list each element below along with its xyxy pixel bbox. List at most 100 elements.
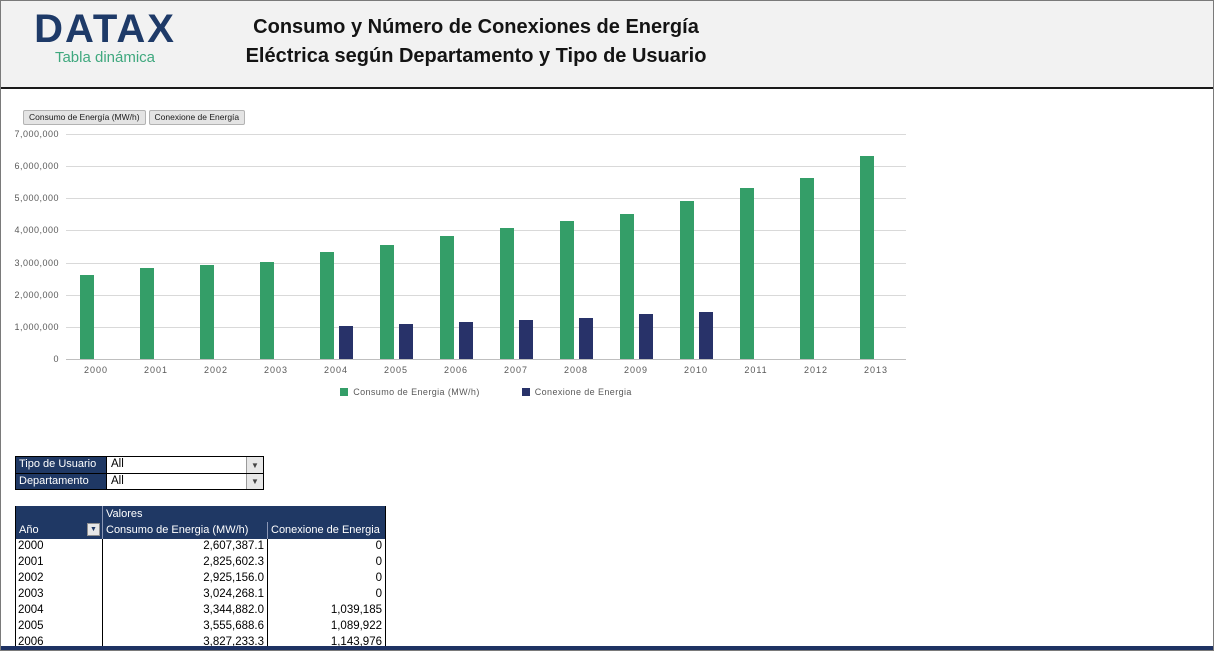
pivot-header-year-label: Año (19, 524, 39, 536)
filter-label: Tipo de Usuario (16, 457, 106, 473)
gridline (66, 134, 906, 135)
bar-group-2004 (306, 134, 366, 359)
cell-year: 2001 (18, 556, 44, 568)
consumo-bar-2008 (559, 220, 574, 359)
x-axis-label-2009: 2009 (623, 365, 649, 375)
pivot-header-year: ▼ Año (16, 522, 102, 539)
legend-item-conexione: Conexione de Energia (521, 387, 632, 397)
cell-conexione: 0 (267, 555, 385, 571)
bar-group-2010 (666, 134, 726, 359)
bottom-bar (1, 646, 1213, 650)
table-row-2002: 2002 2,925,156.0 0 (16, 571, 385, 587)
logo-subtitle: Tabla dinámica (54, 49, 156, 66)
cell-conexione: 1,089,922 (267, 619, 385, 635)
cell-year: 2003 (18, 588, 44, 600)
x-axis-label-2005: 2005 (383, 365, 409, 375)
bar-group-2008 (546, 134, 606, 359)
consumo-bar-2001 (139, 268, 154, 359)
gridline (66, 230, 906, 232)
consumo-bar-2002 (199, 264, 214, 359)
cell-year: 2006 (18, 636, 44, 648)
conexione-bar-2005 (398, 323, 413, 359)
pivot-table-body: 2000 2,607,387.1 0 2001 2,825,602.3 0 2002 2,92… (16, 539, 385, 650)
x-axis-label-2013: 2013 (863, 365, 889, 375)
legend-label: Consumo de Energia (MW/h) (353, 387, 480, 397)
x-axis-label-2004: 2004 (323, 365, 349, 375)
cell-consumo: 3,024,268.1 (102, 587, 267, 603)
consumo-bar-2012 (799, 177, 814, 359)
y-axis-tick-label: 3,000,000 (14, 257, 59, 268)
x-axis-labels: 2000 2001 2002 2003 2004 2005 2006 2007 2008 2009… (66, 365, 906, 375)
cell-consumo: 3,827,233.3 (102, 635, 267, 650)
bar-group-2012 (786, 134, 846, 359)
x-axis-label-2000: 2000 (83, 365, 109, 375)
y-axis-tick-label: 7,000,000 (14, 129, 59, 139)
y-axis-tick-label: 0 (53, 354, 59, 364)
chart-field-button-conexione[interactable]: Conexione de Energía (148, 110, 246, 125)
table-row-2005: 2005 3,555,688.6 1,089,922 (16, 619, 385, 635)
table-row-2000: 2000 2,607,387.1 0 (16, 539, 385, 555)
cell-conexione: 0 (267, 539, 385, 555)
cell-conexione: 0 (267, 571, 385, 587)
cell-year: 2000 (18, 540, 44, 552)
bar-group-2009 (606, 134, 666, 359)
consumo-bar-2007 (499, 228, 514, 359)
table-row-2004: 2004 3,344,882.0 1,039,185 (16, 603, 385, 619)
y-axis-tick-label: 5,000,000 (14, 193, 59, 204)
cell-conexione: 1,039,185 (267, 603, 385, 619)
conexione-bar-2004 (338, 325, 353, 359)
cell-year: 2002 (18, 572, 44, 584)
pivot-header-valores-row: Valores (16, 506, 385, 522)
cell-consumo: 3,344,882.0 (102, 603, 267, 619)
pivot-table: Valores ▼ Año Consumo de Energia (MW/h) … (15, 506, 386, 650)
chart-legend: Consumo de Energia (MW/h) Conexione de En… (66, 387, 906, 397)
page-title: Consumo y Número de Conexiones de Energí… (239, 13, 713, 71)
x-axis-label-2012: 2012 (803, 365, 829, 375)
logo: DATAX Tabla dinámica (29, 7, 181, 66)
legend-swatch-icon (340, 388, 349, 396)
filter-row-departamento: Departamento All ▼ (16, 473, 263, 489)
gridline (66, 166, 906, 168)
consumo-bar-2003 (259, 261, 274, 359)
cell-consumo: 2,925,156.0 (102, 571, 267, 587)
legend-item-consumo: Consumo de Energia (MW/h) (340, 387, 480, 397)
page-title-line1: Consumo y Número de Conexiones de Energí… (253, 16, 699, 38)
cell-conexione: 1,143,976 (267, 635, 385, 650)
bar-group-2001 (126, 134, 186, 359)
filter-value[interactable]: All (106, 457, 246, 473)
bar-group-2006 (426, 134, 486, 359)
gridline (66, 262, 906, 264)
table-row-2001: 2001 2,825,602.3 0 (16, 555, 385, 571)
x-axis-label-2006: 2006 (443, 365, 469, 375)
chart-field-button-consumo[interactable]: Consumo de Energía (MW/h) (23, 110, 146, 125)
cell-consumo: 2,825,602.3 (102, 555, 267, 571)
y-axis-tick-label: 1,000,000 (14, 321, 59, 332)
consumo-bar-2013 (859, 155, 874, 359)
consumo-bar-2000 (79, 275, 94, 359)
cell-year: 2005 (18, 620, 44, 632)
conexione-bar-2009 (638, 314, 653, 359)
cell-consumo: 3,555,688.6 (102, 619, 267, 635)
header-band: DATAX Tabla dinámica Consumo y Número de… (1, 1, 1213, 89)
logo-datax: DATAX (34, 7, 176, 51)
year-filter-dropdown-button[interactable]: ▼ (87, 523, 100, 536)
consumo-bar-2004 (319, 251, 334, 359)
dropdown-arrow-icon[interactable]: ▼ (246, 457, 263, 473)
conexione-bar-2010 (698, 312, 713, 359)
consumo-bar-2009 (619, 214, 634, 359)
consumo-bar-2005 (379, 244, 394, 359)
dropdown-arrow-icon[interactable]: ▼ (246, 474, 263, 489)
bar-group-2005 (366, 134, 426, 359)
filter-row-tipo-de-usuario: Tipo de Usuario All ▼ (16, 457, 263, 473)
y-axis-tick-label: 4,000,000 (14, 225, 59, 236)
x-axis-label-2010: 2010 (683, 365, 709, 375)
x-axis-label-2011: 2011 (744, 365, 768, 375)
filter-block: Tipo de Usuario All ▼ Departamento All ▼ (15, 456, 264, 490)
filter-value[interactable]: All (106, 474, 246, 489)
bar-group-2007 (486, 134, 546, 359)
pivot-header-valores: Valores (102, 506, 385, 522)
pivot-header-empty-cell (16, 506, 102, 522)
bar-group-2011 (726, 134, 786, 359)
conexione-bar-2008 (578, 317, 593, 359)
